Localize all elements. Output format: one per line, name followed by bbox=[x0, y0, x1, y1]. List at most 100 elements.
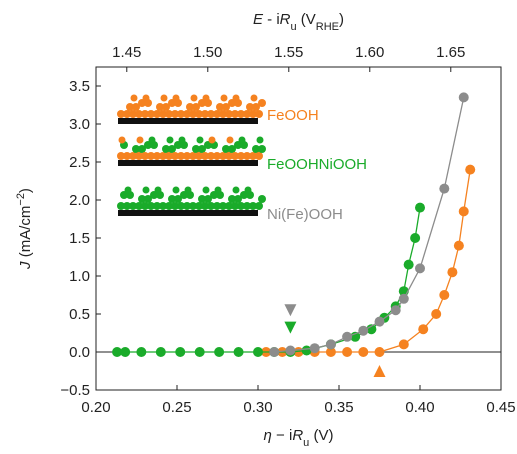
inset-sphere bbox=[132, 103, 140, 111]
x2-axis-label-part: RHE bbox=[316, 21, 339, 33]
inset-sphere bbox=[232, 186, 240, 194]
inset-sphere bbox=[184, 186, 192, 194]
data-point bbox=[253, 347, 263, 357]
inset-sphere bbox=[136, 136, 144, 144]
inset-sphere bbox=[147, 202, 155, 210]
inset-sphere bbox=[195, 202, 203, 210]
inset-sphere bbox=[172, 186, 180, 194]
inset-sphere bbox=[228, 145, 236, 153]
inset-sphere bbox=[126, 103, 134, 111]
inset-sphere bbox=[171, 202, 179, 210]
inset-sphere bbox=[198, 99, 206, 107]
inset-sphere bbox=[232, 94, 240, 102]
inset-sphere bbox=[231, 110, 239, 118]
data-point bbox=[403, 259, 414, 270]
inset-sphere bbox=[130, 94, 138, 102]
data-point bbox=[439, 290, 450, 300]
data-point bbox=[136, 347, 147, 357]
inset-sphere bbox=[117, 152, 125, 160]
inset-sphere bbox=[118, 136, 126, 144]
inset-sphere bbox=[129, 152, 137, 160]
inset-sphere bbox=[117, 110, 125, 118]
inset-sphere bbox=[141, 152, 149, 160]
inset-sphere bbox=[162, 103, 170, 111]
x-tick-label: 0.20 bbox=[81, 399, 110, 416]
y-tick-label: 3.0 bbox=[69, 116, 90, 133]
y-tick-label: −0.5 bbox=[60, 382, 90, 399]
data-point bbox=[269, 347, 280, 357]
x-axis-label-part: (V) bbox=[309, 427, 333, 444]
onset-marker bbox=[373, 365, 386, 377]
y-axis-label-part: (mA/cm bbox=[17, 206, 34, 262]
plot-frame bbox=[95, 66, 502, 391]
inset-sphere bbox=[219, 152, 227, 160]
y-axis-label-part: J bbox=[17, 261, 34, 270]
inset-sphere bbox=[160, 94, 168, 102]
x2-axis-label-part: ) bbox=[339, 11, 344, 28]
inset-sphere bbox=[246, 103, 254, 111]
inset-sphere bbox=[207, 110, 215, 118]
onset-marker bbox=[284, 304, 297, 317]
inset-sphere bbox=[186, 103, 194, 111]
inset-sphere bbox=[225, 152, 233, 160]
inset-sphere bbox=[147, 110, 155, 118]
inset-sphere bbox=[144, 195, 152, 203]
inset-sphere bbox=[129, 202, 137, 210]
inset-sphere bbox=[237, 152, 245, 160]
inset-sphere bbox=[201, 110, 209, 118]
inset-sphere bbox=[177, 152, 185, 160]
data-point bbox=[366, 324, 377, 335]
inset-sphere bbox=[166, 136, 174, 144]
inset-sphere bbox=[210, 191, 218, 199]
legend-label: FeOOHNiOOH bbox=[267, 156, 367, 173]
inset-sphere bbox=[142, 94, 150, 102]
inset-sphere bbox=[225, 202, 233, 210]
data-point bbox=[155, 347, 166, 357]
y-axis-label-part: −2 bbox=[15, 193, 27, 206]
inset-sphere bbox=[174, 195, 182, 203]
inset-sphere bbox=[255, 110, 263, 118]
x2-axis-label-part: R bbox=[280, 11, 291, 28]
y-tick-label: 2.0 bbox=[69, 192, 90, 209]
inset-sphere bbox=[252, 103, 260, 111]
inset-sphere bbox=[120, 191, 128, 199]
inset-sphere bbox=[213, 152, 221, 160]
inset-sphere bbox=[216, 103, 224, 111]
inset-sphere bbox=[249, 152, 257, 160]
inset-sphere bbox=[165, 110, 173, 118]
data-point bbox=[358, 325, 369, 336]
inset-sphere bbox=[231, 202, 239, 210]
data-point bbox=[233, 347, 244, 357]
inset-sphere bbox=[201, 202, 209, 210]
inset-sphere bbox=[123, 202, 131, 210]
data-point bbox=[325, 339, 336, 350]
inset-sphere bbox=[159, 202, 167, 210]
inset-sphere bbox=[222, 145, 230, 153]
data-point bbox=[342, 347, 353, 357]
inset-sphere bbox=[142, 186, 150, 194]
inset-sphere bbox=[219, 110, 227, 118]
inset-sphere bbox=[195, 110, 203, 118]
data-point bbox=[439, 183, 450, 194]
inset-sphere bbox=[183, 110, 191, 118]
inset-sphere bbox=[165, 152, 173, 160]
inset-sphere bbox=[135, 110, 143, 118]
inset-sphere bbox=[124, 186, 132, 194]
inset-sphere bbox=[201, 152, 209, 160]
inset-sphere bbox=[249, 110, 257, 118]
inset-sphere bbox=[135, 152, 143, 160]
y-tick-label: 0.0 bbox=[69, 344, 90, 361]
inset-sphere bbox=[192, 145, 200, 153]
data-point bbox=[458, 92, 469, 103]
inset-sphere bbox=[135, 202, 143, 210]
inset-sphere bbox=[258, 145, 266, 153]
x-tick-label: 0.45 bbox=[486, 399, 515, 416]
inset-sphere bbox=[256, 136, 264, 144]
data-point bbox=[447, 267, 458, 278]
inset-sphere bbox=[168, 145, 176, 153]
inset-sphere bbox=[141, 110, 149, 118]
inset-sphere bbox=[243, 152, 251, 160]
inset-sphere bbox=[171, 152, 179, 160]
